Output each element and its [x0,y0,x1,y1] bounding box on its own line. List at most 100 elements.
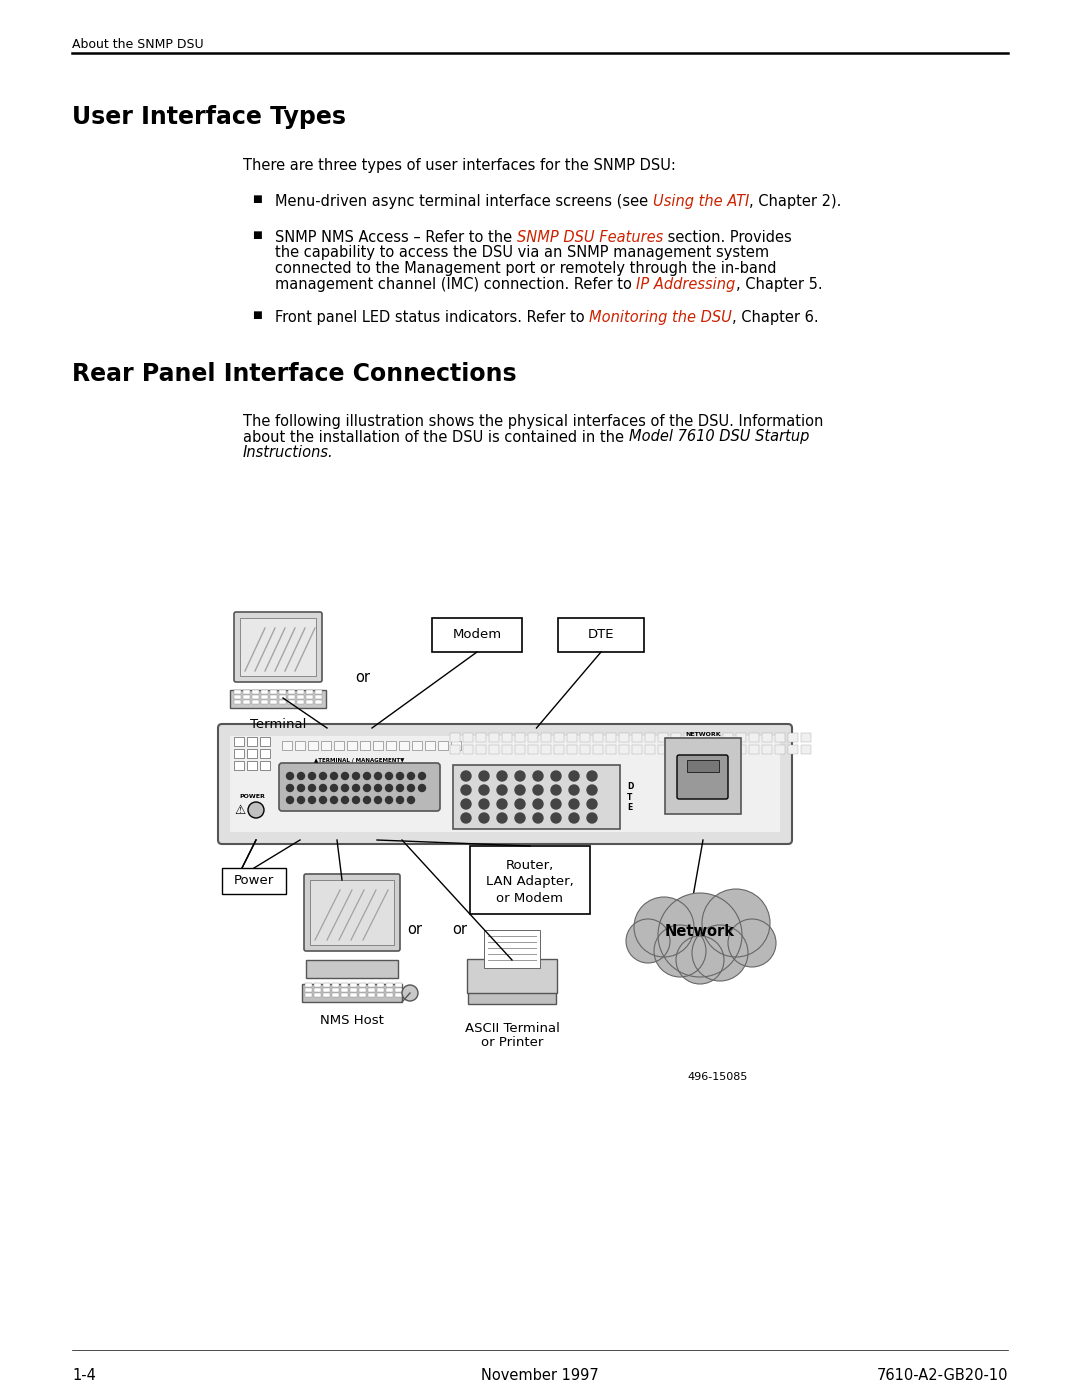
Circle shape [407,796,415,803]
Bar [315,690,322,694]
Text: Front panel LED status indicators. Refer to: Front panel LED status indicators. Refer… [275,310,590,326]
Bar [297,694,303,698]
Circle shape [330,785,337,792]
Circle shape [461,771,471,781]
FancyBboxPatch shape [234,612,322,682]
Bar [593,745,603,754]
Bar [645,733,654,742]
Bar [632,745,642,754]
FancyBboxPatch shape [665,738,741,814]
Bar [306,694,313,698]
Text: SNMP NMS Access – Refer to the: SNMP NMS Access – Refer to the [275,231,516,244]
Circle shape [588,813,597,823]
Bar [234,700,241,704]
Bar [450,733,460,742]
Circle shape [497,771,507,781]
Text: 1-4: 1-4 [72,1368,96,1383]
Bar [395,983,402,988]
Bar [580,733,590,742]
Bar [775,733,785,742]
Text: 496-15085: 496-15085 [688,1071,748,1083]
Text: SNMP DSU Features: SNMP DSU Features [516,231,663,244]
Bar [710,733,720,742]
Bar [463,745,473,754]
Bar [489,733,499,742]
Text: The following illustration shows the physical interfaces of the DSU. Information: The following illustration shows the phy… [243,414,823,429]
Bar [684,745,694,754]
Text: ▲TERMINAL / MANAGEMENT▼: ▲TERMINAL / MANAGEMENT▼ [314,757,405,763]
Circle shape [534,799,543,809]
Circle shape [728,919,777,967]
Bar [684,733,694,742]
Circle shape [534,813,543,823]
Bar [750,733,759,742]
Bar [567,733,577,742]
Bar [502,745,512,754]
Bar [234,749,244,759]
Circle shape [515,785,525,795]
Text: Router,: Router, [505,859,554,873]
Bar [567,745,577,754]
Circle shape [551,771,561,781]
Text: DTE: DTE [588,629,615,641]
Text: ■: ■ [252,310,261,320]
Bar [234,761,244,770]
Bar [243,700,249,704]
Bar [411,740,422,750]
Bar [260,761,270,770]
Bar [368,983,375,988]
Bar [334,740,345,750]
Bar [314,988,321,992]
Bar [671,745,681,754]
Bar [386,993,393,997]
Circle shape [569,813,579,823]
Text: ⚠: ⚠ [234,803,245,816]
Bar [332,988,339,992]
Circle shape [534,771,543,781]
Circle shape [396,796,404,803]
Circle shape [588,771,597,781]
Circle shape [569,771,579,781]
Bar [554,733,564,742]
Circle shape [396,785,404,792]
Bar [801,745,811,754]
Bar [243,690,249,694]
Bar [750,745,759,754]
Bar [671,733,681,742]
Bar [252,694,259,698]
Bar [502,733,512,742]
Bar [350,993,357,997]
Bar [315,694,322,698]
Circle shape [286,796,294,803]
FancyBboxPatch shape [218,724,792,844]
Circle shape [497,785,507,795]
Bar [308,740,318,750]
Bar [252,700,259,704]
Bar [240,617,316,676]
Bar [489,745,499,754]
Circle shape [480,799,489,809]
Bar [260,749,270,759]
Circle shape [352,785,360,792]
Bar [554,745,564,754]
Text: , Chapter 5.: , Chapter 5. [735,277,822,292]
Bar [723,733,733,742]
Circle shape [330,796,337,803]
Bar [306,690,313,694]
FancyBboxPatch shape [303,875,400,951]
Circle shape [297,773,305,780]
Bar [234,738,244,746]
Bar [279,690,286,694]
Circle shape [364,785,370,792]
Bar [386,740,396,750]
Circle shape [569,799,579,809]
Bar [341,988,348,992]
Bar [377,983,384,988]
Circle shape [402,985,418,1002]
Bar [762,733,772,742]
FancyBboxPatch shape [677,754,728,799]
Circle shape [286,773,294,780]
Bar [645,745,654,754]
Text: Using the ATI: Using the ATI [652,194,750,210]
Bar [762,745,772,754]
